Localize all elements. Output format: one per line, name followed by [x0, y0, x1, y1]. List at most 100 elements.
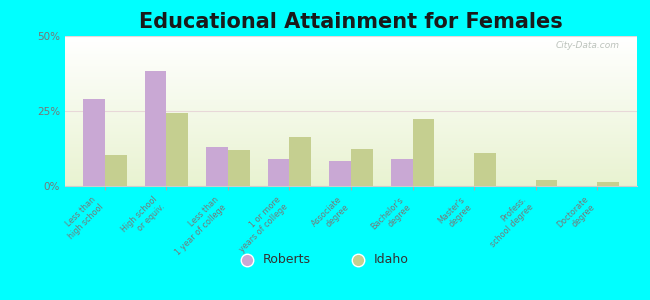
Bar	[65, 54, 637, 55]
Bar	[65, 59, 637, 60]
Bar	[65, 96, 637, 97]
Bar	[65, 95, 637, 96]
Bar	[65, 80, 637, 81]
Bar	[65, 129, 637, 130]
Bar	[65, 160, 637, 161]
Bar	[65, 45, 637, 46]
Bar	[65, 69, 637, 70]
Bar	[65, 145, 637, 146]
Bar	[65, 50, 637, 51]
Bar	[65, 176, 637, 177]
Bar	[65, 140, 637, 141]
Bar	[65, 158, 637, 159]
Bar	[65, 183, 637, 184]
Bar	[65, 94, 637, 95]
Bar	[65, 150, 637, 151]
Bar	[65, 85, 637, 86]
Bar	[65, 122, 637, 123]
Bar	[65, 42, 637, 43]
Bar	[597, 182, 619, 186]
Bar	[65, 83, 637, 84]
Text: Idaho: Idaho	[374, 253, 409, 266]
Bar	[65, 115, 637, 116]
Bar	[65, 78, 637, 79]
Bar	[65, 58, 637, 59]
Bar	[65, 171, 637, 172]
Bar	[65, 154, 637, 155]
Bar	[65, 160, 637, 161]
Bar	[65, 93, 637, 94]
Bar	[65, 103, 637, 104]
Bar	[65, 53, 637, 54]
Bar	[65, 127, 637, 128]
Bar	[65, 169, 637, 170]
Bar	[65, 180, 637, 181]
Text: Roberts: Roberts	[263, 253, 311, 266]
Bar	[65, 76, 637, 77]
Bar	[65, 79, 637, 80]
Bar	[65, 98, 637, 99]
Bar	[65, 85, 637, 86]
Bar	[65, 153, 637, 154]
Bar	[65, 106, 637, 107]
Bar	[65, 124, 637, 125]
Bar	[65, 163, 637, 164]
Bar	[65, 109, 637, 110]
Bar	[65, 137, 637, 138]
Bar	[65, 152, 637, 153]
Bar	[65, 146, 637, 147]
Bar	[65, 92, 637, 93]
Bar	[65, 38, 637, 39]
Bar	[65, 39, 637, 40]
Bar	[65, 148, 637, 149]
Bar	[65, 128, 637, 129]
Bar	[289, 136, 311, 186]
Bar	[145, 70, 166, 186]
Bar	[65, 81, 637, 82]
Bar	[65, 118, 637, 119]
Bar	[65, 156, 637, 157]
Bar	[65, 177, 637, 178]
Bar	[65, 136, 637, 137]
Bar	[391, 159, 413, 186]
Bar	[65, 184, 637, 185]
Bar	[65, 61, 637, 62]
Bar	[65, 159, 637, 160]
Bar	[65, 47, 637, 48]
Bar	[65, 102, 637, 103]
Bar	[65, 162, 637, 163]
Bar	[65, 139, 637, 140]
Bar	[65, 65, 637, 66]
Bar	[65, 182, 637, 183]
Bar	[65, 113, 637, 114]
Bar	[65, 66, 637, 67]
Bar	[65, 174, 637, 175]
Bar	[166, 112, 188, 186]
Bar	[65, 147, 637, 148]
Bar	[65, 63, 637, 64]
Bar	[65, 46, 637, 47]
Bar	[65, 130, 637, 131]
Bar	[65, 112, 637, 113]
Bar	[65, 52, 637, 53]
Bar	[65, 90, 637, 91]
Bar	[474, 153, 495, 186]
Bar	[65, 133, 637, 134]
Bar	[65, 89, 637, 90]
Bar	[65, 134, 637, 135]
Bar	[65, 144, 637, 145]
Bar	[65, 175, 637, 176]
Bar	[65, 62, 637, 63]
Bar	[105, 154, 127, 186]
Bar	[65, 82, 637, 83]
Bar	[65, 60, 637, 61]
Bar	[65, 151, 637, 152]
Bar	[65, 68, 637, 69]
Bar	[65, 116, 637, 117]
Bar	[65, 181, 637, 182]
Bar	[330, 160, 351, 186]
Bar	[65, 100, 637, 101]
Bar	[65, 49, 637, 50]
Bar	[228, 150, 250, 186]
Bar	[65, 138, 637, 139]
